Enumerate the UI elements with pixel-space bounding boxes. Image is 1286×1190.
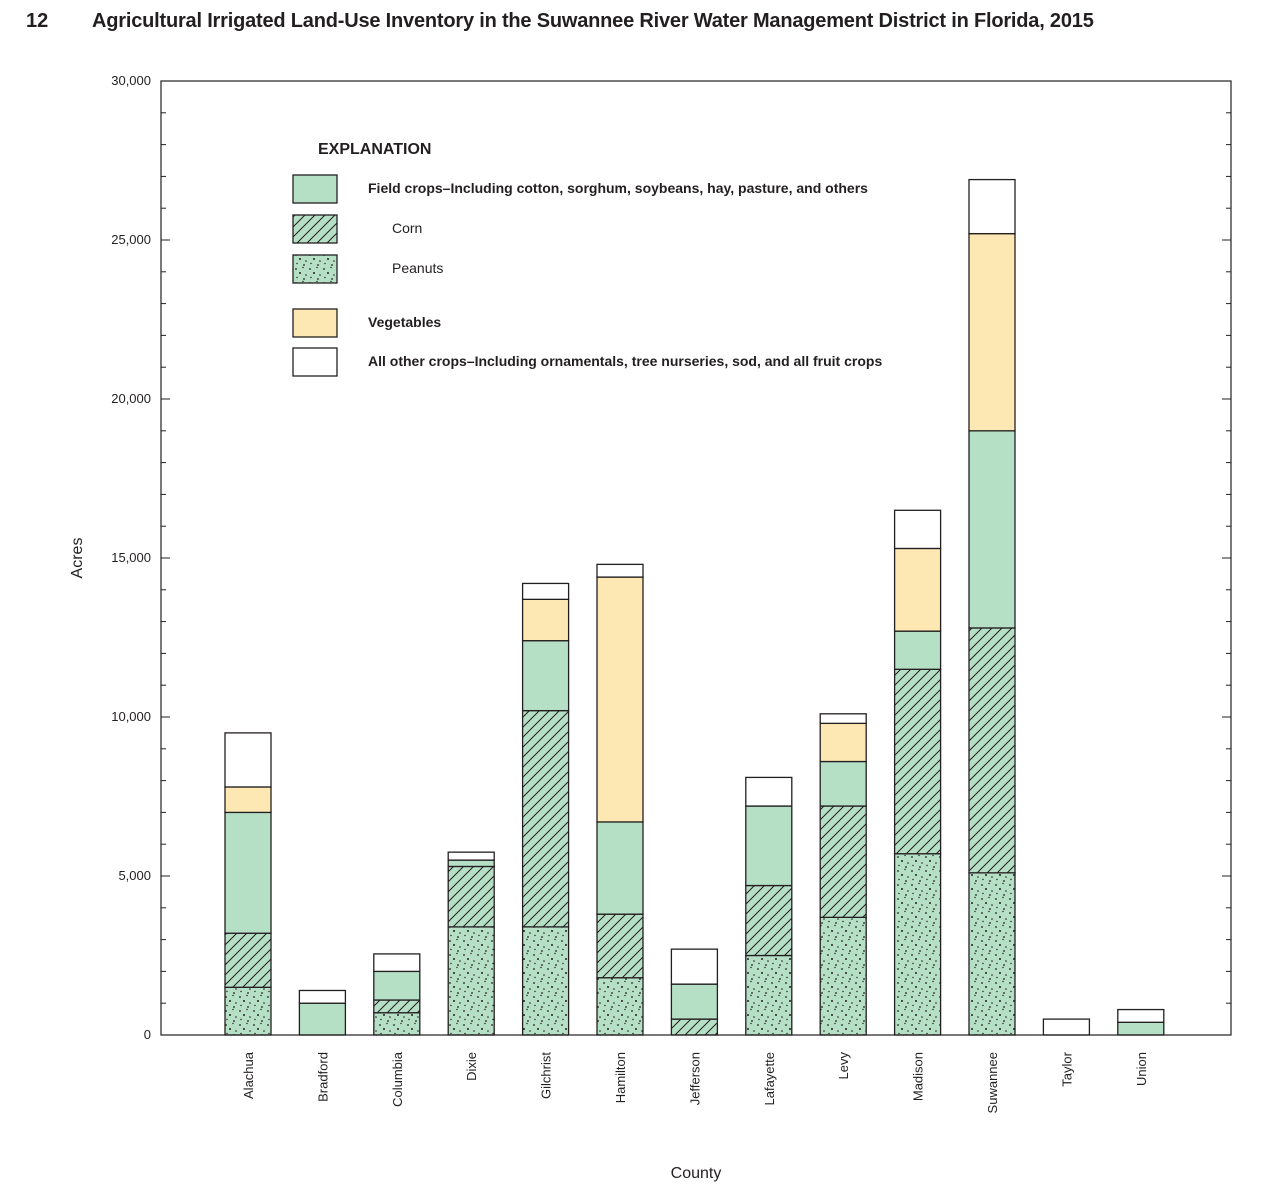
- y-axis-title: Acres: [69, 538, 86, 579]
- plot-frame: [160, 80, 1232, 1036]
- bar-segment-peanuts-gilchrist: [521, 926, 570, 1036]
- legend-swatch-other: [292, 347, 338, 377]
- bar-segment-corn-suwannee: [968, 627, 1016, 874]
- bar-segment-other-lafayette: [745, 776, 793, 807]
- y-tick-label: 0: [144, 1027, 151, 1042]
- x-tick-label-suwannee: Suwannee: [985, 1052, 1000, 1113]
- x-tick-label-columbia: Columbia: [390, 1051, 405, 1107]
- legend-label-peanuts: Peanuts: [392, 260, 443, 276]
- bar-segment-field-suwannee: [968, 430, 1016, 629]
- x-tick-label-dixie: Dixie: [464, 1052, 479, 1081]
- legend-swatch-peanuts: [292, 254, 338, 284]
- y-tick-label: 20,000: [111, 391, 151, 406]
- y-tick-label: 10,000: [111, 709, 151, 724]
- y-tick-label: 25,000: [111, 232, 151, 247]
- bar-segment-peanuts-columbia: [373, 1012, 421, 1036]
- bar-segment-corn-columbia: [373, 999, 421, 1014]
- bar-segment-vegetables-hamilton: [596, 576, 644, 823]
- bar-segment-other-taylor: [1042, 1018, 1091, 1036]
- legend-swatch-vegetables: [292, 308, 338, 338]
- bar-segment-other-hamilton: [596, 563, 644, 578]
- bar-segment-vegetables-alachua: [224, 786, 272, 814]
- bar-segment-other-dixie: [447, 851, 495, 861]
- x-tick-label-bradford: Bradford: [315, 1052, 330, 1102]
- bar-segment-other-jefferson: [670, 948, 719, 985]
- legend-swatch-field: [292, 174, 338, 204]
- x-tick-label-levy: Levy: [836, 1052, 851, 1080]
- bar-segment-corn-madison: [893, 668, 942, 855]
- page-header: 12 Agricultural Irrigated Land-Use Inven…: [22, 6, 1272, 40]
- bar-segment-field-hamilton: [596, 821, 644, 915]
- bar-segment-corn-lafayette: [745, 884, 793, 957]
- bar-segment-field-columbia: [373, 970, 421, 1001]
- bar-segment-other-union: [1117, 1008, 1165, 1023]
- legend-title: EXPLANATION: [318, 141, 431, 158]
- bar-segment-other-levy: [819, 713, 867, 725]
- legend-label-vegetables: Vegetables: [368, 314, 441, 330]
- bar-segment-field-bradford: [298, 1002, 347, 1036]
- x-tick-label-hamilton: Hamilton: [613, 1052, 628, 1103]
- bar-segment-peanuts-levy: [819, 916, 867, 1036]
- page-number: 12: [26, 10, 49, 32]
- bar-segment-corn-hamilton: [596, 913, 644, 979]
- x-tick-label-gilchrist: Gilchrist: [539, 1052, 554, 1099]
- x-tick-labels-group: Alachua Bradford Columbia Dixie Gilchrist Ham…: [241, 1051, 1149, 1113]
- bar-segment-peanuts-suwannee: [968, 872, 1016, 1036]
- bar-segment-vegetables-gilchrist: [521, 598, 570, 642]
- x-tick-label-jefferson: Jefferson: [687, 1052, 702, 1105]
- bar-segment-field-gilchrist: [521, 640, 570, 712]
- y-tick-label: 15,000: [111, 550, 151, 565]
- bar-segment-peanuts-dixie: [447, 926, 495, 1036]
- legend-label-field: Field crops–Including cotton, sorghum, s…: [368, 180, 868, 196]
- bar-segment-peanuts-alachua: [224, 986, 272, 1036]
- bar-segment-corn-levy: [819, 805, 867, 918]
- legend-label-corn: Corn: [392, 220, 422, 236]
- bar-segment-field-jefferson: [670, 983, 719, 1020]
- bar-segment-other-bradford: [298, 989, 347, 1004]
- y-tick-label: 30,000: [111, 73, 151, 88]
- bar-segment-field-union: [1117, 1021, 1165, 1036]
- x-tick-label-union: Union: [1134, 1052, 1149, 1086]
- bar-segment-other-columbia: [373, 953, 421, 973]
- x-tick-label-alachua: Alachua: [241, 1051, 256, 1099]
- bar-segment-peanuts-madison: [893, 853, 942, 1036]
- bars-group: [224, 178, 1165, 1036]
- bar-segment-vegetables-levy: [819, 722, 867, 763]
- bar-segment-vegetables-suwannee: [968, 232, 1016, 432]
- bar-segment-field-madison: [893, 630, 942, 670]
- bar-segment-field-alachua: [224, 811, 272, 934]
- bar-segment-peanuts-hamilton: [596, 977, 644, 1036]
- bar-segment-corn-dixie: [447, 865, 495, 928]
- legend: EXPLANATION Field crops–Including cotton…: [292, 141, 882, 377]
- bar-segment-other-gilchrist: [521, 582, 570, 600]
- bar-segment-field-dixie: [447, 859, 495, 868]
- y-ticks-group: 0 5,000 10,000 15,000 20,000 25,000 30,000: [111, 73, 1231, 1042]
- y-tick-label: 5,000: [118, 868, 151, 883]
- bar-segment-vegetables-madison: [893, 547, 942, 632]
- legend-swatch-corn: [292, 214, 338, 244]
- x-tick-label-taylor: Taylor: [1059, 1051, 1074, 1086]
- x-tick-label-madison: Madison: [911, 1052, 926, 1101]
- x-axis-title: County: [671, 1165, 722, 1182]
- bar-segment-field-lafayette: [745, 805, 793, 887]
- bar-segment-corn-gilchrist: [521, 709, 570, 928]
- bar-segment-other-suwannee: [968, 178, 1016, 235]
- bar-segment-peanuts-lafayette: [745, 954, 793, 1036]
- legend-label-other: All other crops–Including ornamentals, t…: [368, 353, 882, 369]
- bar-segment-field-levy: [819, 760, 867, 807]
- bar-segment-other-alachua: [224, 732, 272, 788]
- page-title: Agricultural Irrigated Land-Use Inventor…: [92, 10, 1094, 32]
- bar-segment-corn-alachua: [224, 932, 272, 988]
- x-tick-label-lafayette: Lafayette: [762, 1052, 777, 1106]
- bar-segment-other-madison: [893, 509, 942, 550]
- bar-segment-corn-jefferson: [670, 1018, 719, 1036]
